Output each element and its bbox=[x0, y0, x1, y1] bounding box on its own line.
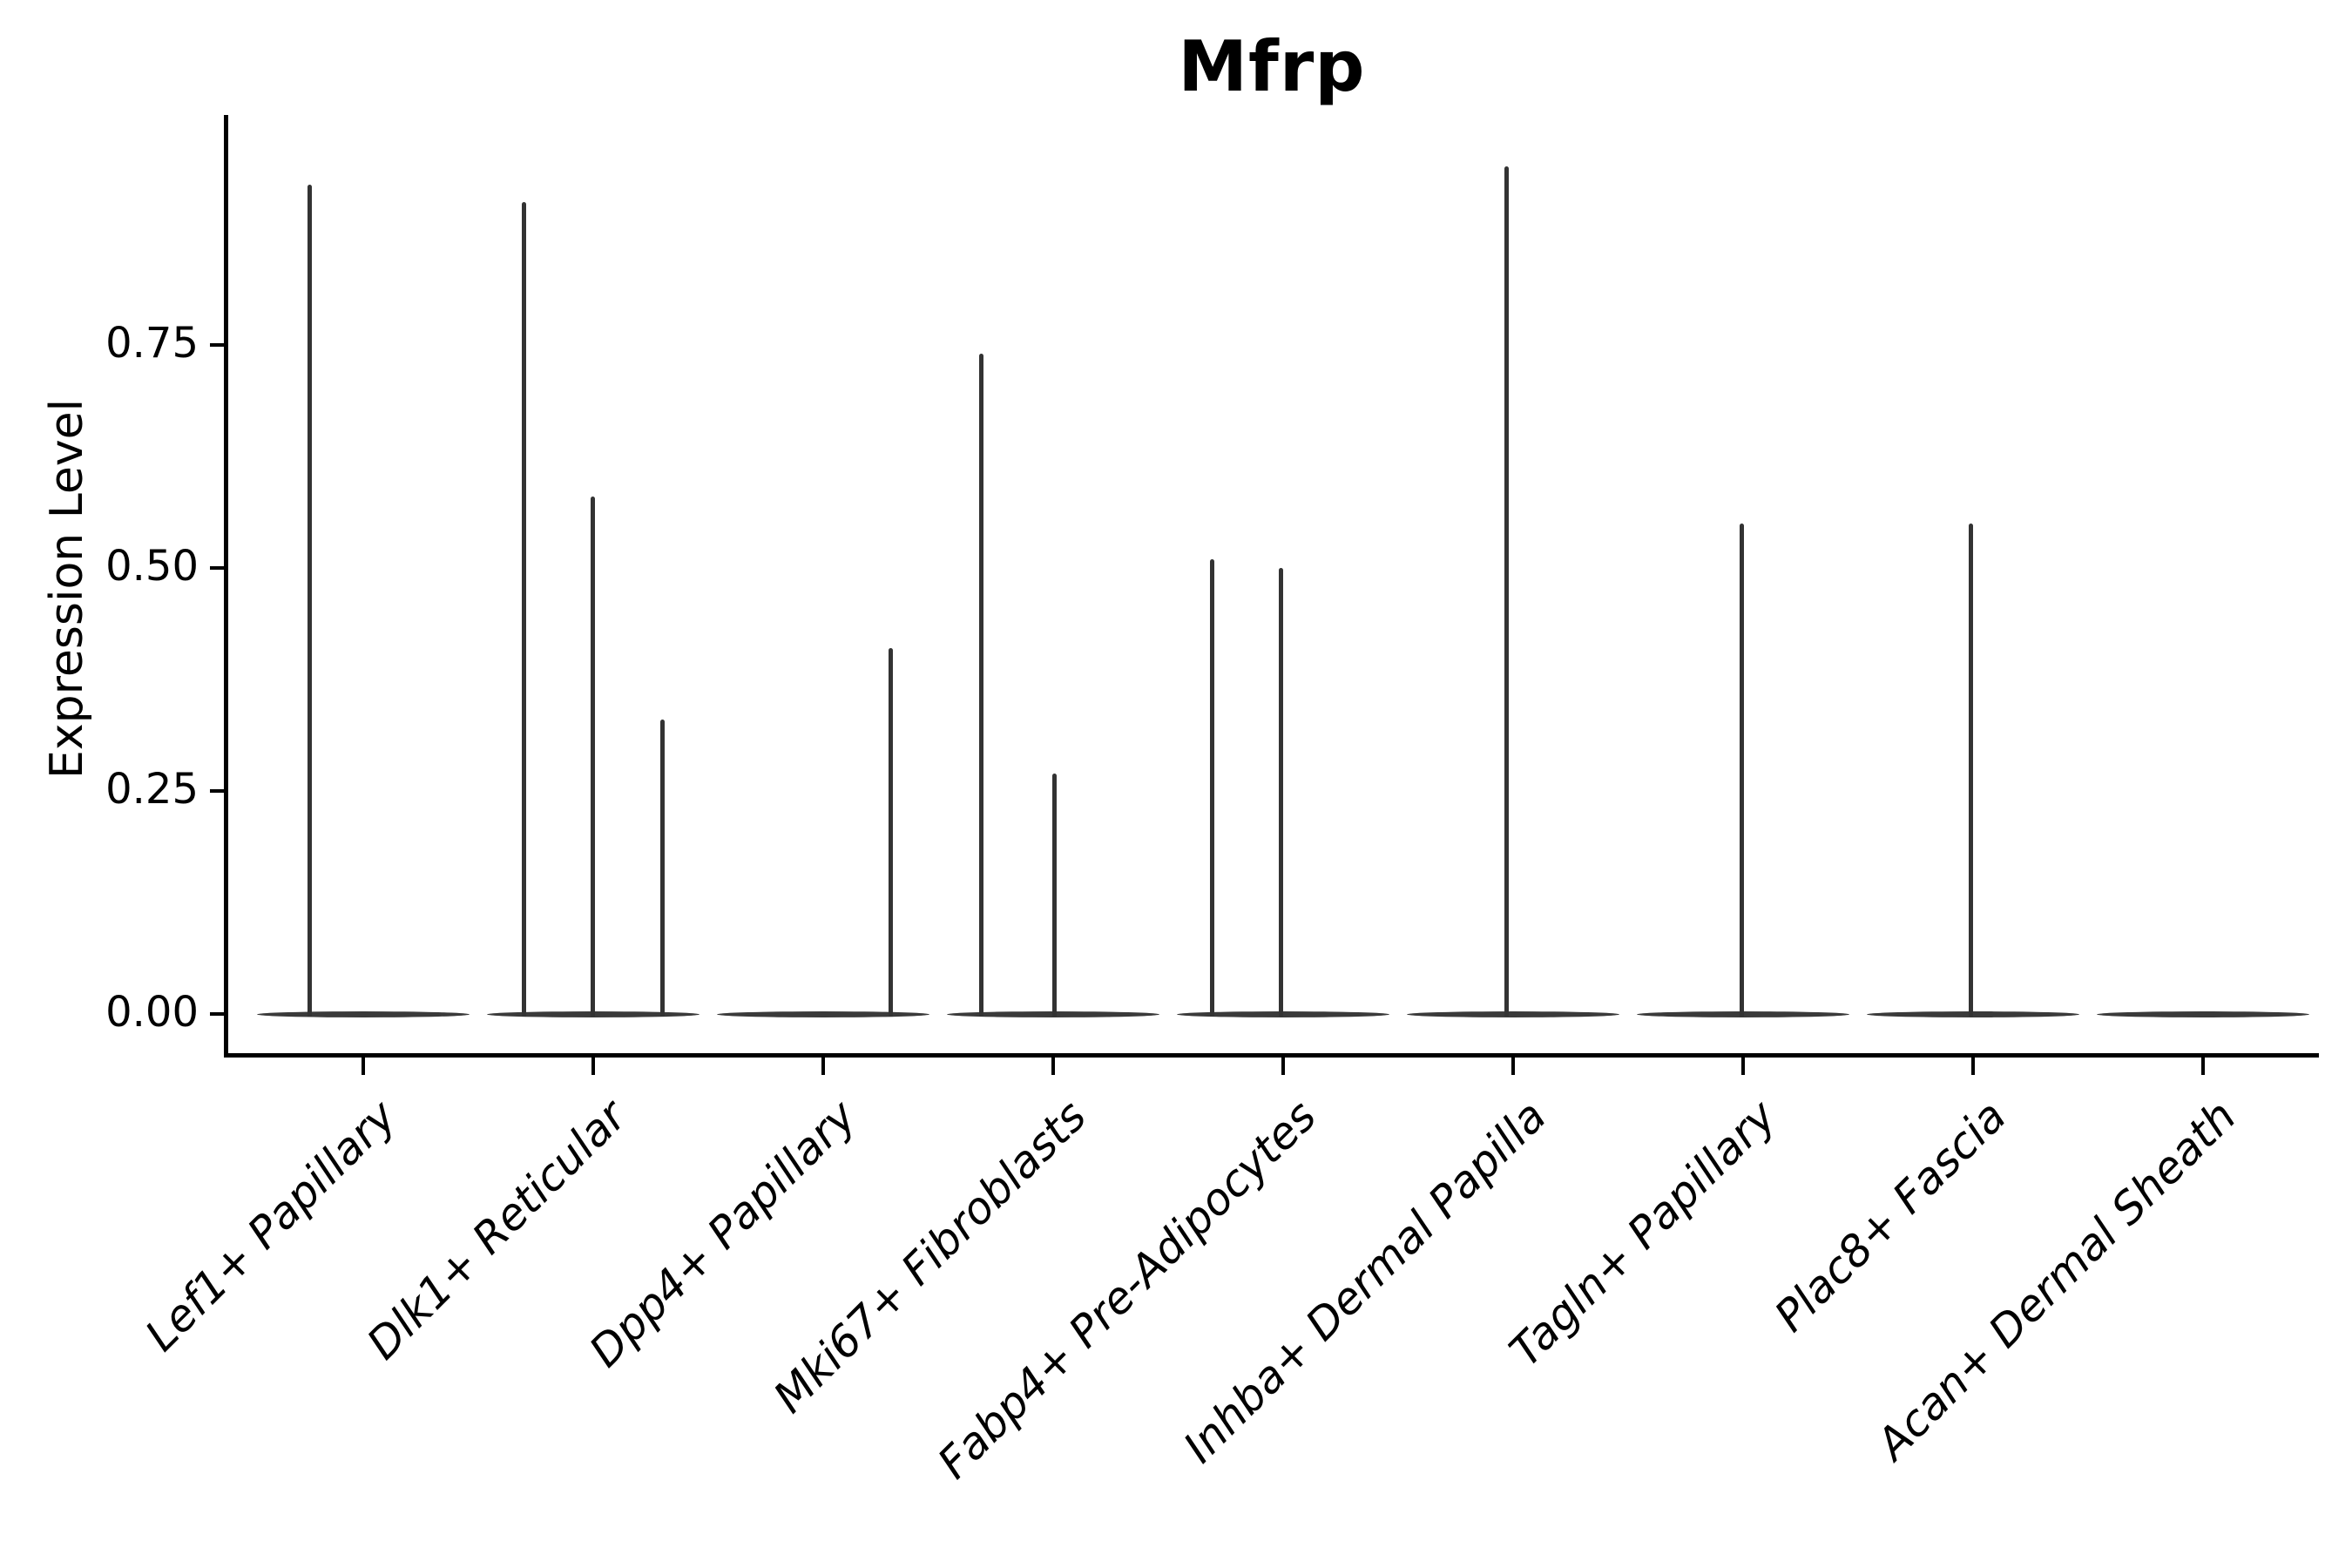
x-tick-mark bbox=[362, 1058, 365, 1075]
x-tick-label: Plac8+ Fascia bbox=[1765, 1091, 2017, 1342]
x-tick-mark bbox=[2201, 1058, 2205, 1075]
x-tick-mark bbox=[1281, 1058, 1285, 1075]
y-axis-spine bbox=[224, 115, 228, 1058]
x-tick-label: Acan+ Dermal Sheath bbox=[1867, 1091, 2247, 1470]
x-tick-label: Inhba+ Dermal Papilla bbox=[1173, 1091, 1557, 1473]
y-tick-mark bbox=[210, 789, 225, 793]
violin-baseline bbox=[1867, 1011, 2079, 1017]
x-tick-label: Tagln+ Papillary bbox=[1499, 1091, 1787, 1377]
violin-spike bbox=[889, 648, 893, 1017]
y-tick-mark bbox=[210, 1012, 225, 1016]
y-tick-mark bbox=[210, 566, 225, 570]
violin-spike bbox=[1740, 523, 1744, 1017]
violin-spike bbox=[308, 184, 312, 1017]
violin-spike bbox=[1279, 568, 1283, 1017]
x-axis-spine bbox=[224, 1053, 2319, 1058]
violin-spike bbox=[979, 354, 983, 1017]
x-tick-mark bbox=[1741, 1058, 1745, 1075]
violin-baseline bbox=[257, 1011, 470, 1017]
chart-title: Mfrp bbox=[1178, 26, 1366, 107]
violin-spike bbox=[1969, 523, 1973, 1017]
violin-baseline bbox=[1407, 1011, 1619, 1017]
y-tick-label: 0.50 bbox=[105, 541, 199, 591]
y-tick-mark bbox=[210, 343, 225, 347]
violin-baseline bbox=[717, 1011, 929, 1017]
violin-spike bbox=[1504, 166, 1509, 1017]
y-tick-label: 0.25 bbox=[105, 764, 199, 814]
x-tick-label: Mki67+ Fibroblasts bbox=[763, 1091, 1097, 1423]
x-tick-mark bbox=[821, 1058, 825, 1075]
x-tick-label: Fabp4+ Pre-Adipocytes bbox=[928, 1091, 1327, 1489]
violin-spike bbox=[591, 497, 595, 1017]
x-tick-label: Dlk1+ Reticular bbox=[357, 1091, 637, 1369]
y-tick-label: 0.00 bbox=[105, 987, 199, 1037]
violin-spike bbox=[660, 720, 665, 1017]
x-tick-mark bbox=[1051, 1058, 1055, 1075]
y-tick-label: 0.75 bbox=[105, 318, 199, 368]
x-tick-mark bbox=[1511, 1058, 1515, 1075]
violin-spike bbox=[1052, 773, 1057, 1017]
violin-spike bbox=[522, 202, 526, 1017]
x-tick-label: Dpp4+ Papillary bbox=[579, 1091, 867, 1377]
violin-spike bbox=[1210, 558, 1214, 1017]
x-tick-mark bbox=[591, 1058, 595, 1075]
x-tick-mark bbox=[1971, 1058, 1975, 1075]
violin-baseline bbox=[2097, 1011, 2309, 1017]
violin-baseline bbox=[1177, 1011, 1389, 1017]
